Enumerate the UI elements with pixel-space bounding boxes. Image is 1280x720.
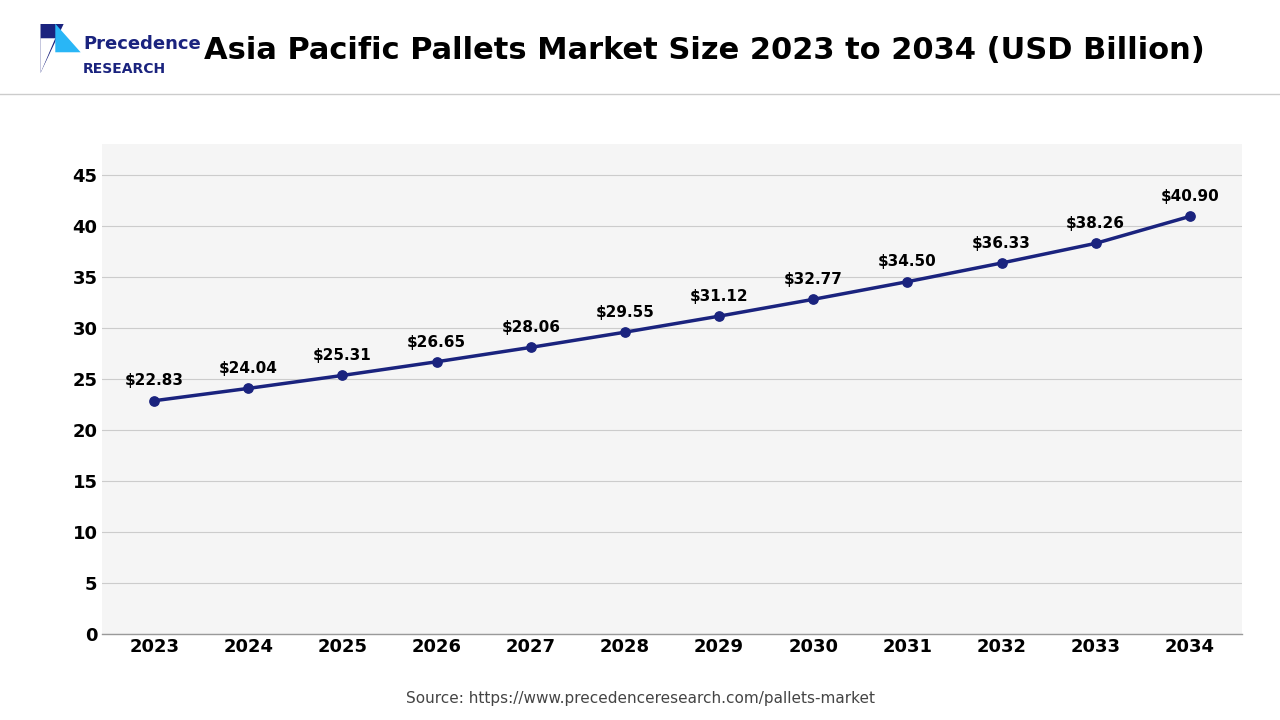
Text: $25.31: $25.31 [314,348,372,363]
Point [897,276,918,287]
Text: $28.06: $28.06 [502,320,561,335]
Point [426,356,447,367]
Text: $22.83: $22.83 [124,374,184,389]
Text: $26.65: $26.65 [407,335,466,349]
Text: RESEARCH: RESEARCH [83,62,166,76]
Text: $32.77: $32.77 [783,272,842,287]
Point [991,257,1011,269]
Point [143,395,164,407]
Point [614,326,635,338]
Text: $24.04: $24.04 [219,361,278,376]
Text: $38.26: $38.26 [1066,216,1125,231]
Point [521,341,541,353]
Text: Source: https://www.precedenceresearch.com/pallets-market: Source: https://www.precedenceresearch.c… [406,690,874,706]
Text: $34.50: $34.50 [878,254,937,269]
Polygon shape [41,24,64,73]
Point [238,382,259,394]
Text: $40.90: $40.90 [1161,189,1219,204]
Text: Asia Pacific Pallets Market Size 2023 to 2034 (USD Billion): Asia Pacific Pallets Market Size 2023 to… [204,36,1204,65]
Point [1180,211,1201,222]
Point [1085,238,1106,249]
Point [709,310,730,322]
Polygon shape [55,24,81,53]
Point [803,294,823,305]
Point [333,369,353,381]
Text: $31.12: $31.12 [690,289,749,304]
Text: Precedence: Precedence [83,35,201,53]
Text: $29.55: $29.55 [595,305,654,320]
Text: $36.33: $36.33 [972,235,1030,251]
Polygon shape [41,38,55,73]
